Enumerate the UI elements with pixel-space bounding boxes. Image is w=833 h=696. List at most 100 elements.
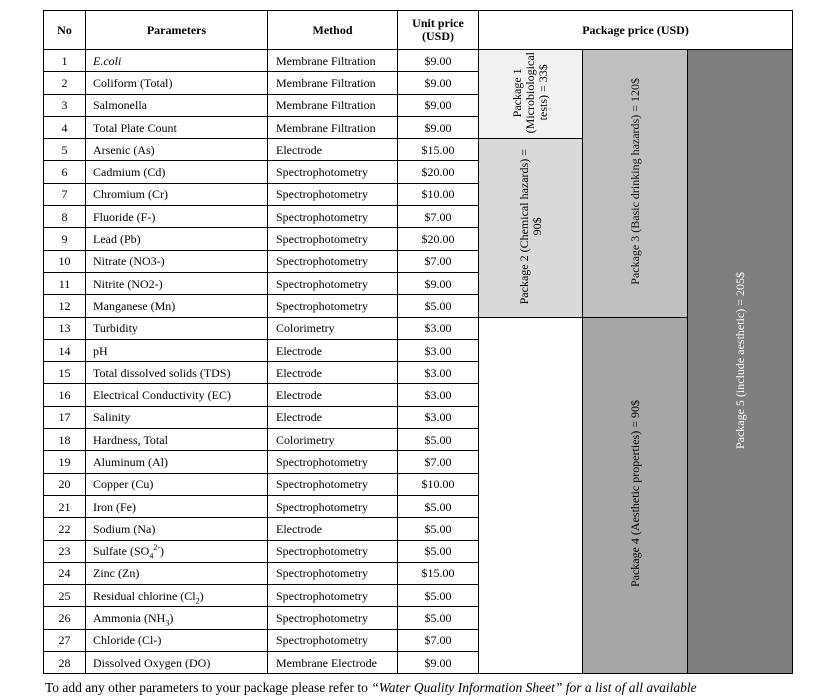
package-4-cell-label-line: Package 4 (Aesthetic properties) = 90$ (627, 400, 642, 588)
table-row: 27 Chloride (Cl-) Spectrophotometry $7.00 (43, 628, 793, 653)
method-cell: Spectrophotometry (267, 472, 398, 496)
parameter-subscript: 4 (149, 551, 154, 561)
unit-price-cell: $5.00 (397, 294, 479, 318)
unit-price-cell: $9.00 (397, 48, 479, 73)
unit-price-cell: $7.00 (397, 249, 479, 273)
parameter-cell: Sulfate (SO42-) (85, 539, 268, 563)
unit-price-cell: $15.00 (397, 138, 479, 162)
row-number: 5 (43, 138, 86, 162)
parameter-subscript: 3 (165, 618, 170, 628)
package-2-cell-label-line: Package 2 (Chemical hazards) = (516, 148, 531, 305)
parameter-name: Sodium (Na) (93, 521, 156, 536)
header-package-price: Package price (USD) (477, 10, 794, 50)
method-cell: Electrode (267, 138, 398, 162)
method-cell: Spectrophotometry (267, 628, 398, 653)
parameter-cell: Cadmium (Cd) (85, 160, 268, 184)
parameter-name: Turbidity (93, 321, 138, 336)
unit-price-cell: $3.00 (397, 383, 479, 407)
row-number: 18 (43, 428, 86, 452)
unit-price-cell: $15.00 (397, 561, 479, 586)
method-cell: Colorimetry (267, 428, 398, 452)
header-parameters: Parameters (85, 10, 268, 50)
unit-price-cell: $20.00 (397, 160, 479, 184)
parameter-cell: Copper (Cu) (85, 472, 268, 496)
unit-price-cell: $3.00 (397, 405, 479, 430)
method-cell: Membrane Filtration (267, 93, 398, 117)
row-number: 25 (43, 584, 86, 608)
row-number: 13 (43, 316, 86, 340)
package-3-cell-label: Package 3 (Basic drinking hazards) = 120… (628, 78, 642, 285)
method-cell: Electrode (267, 517, 398, 541)
table-row: 16 Electrical Conductivity (EC) Electrode $… (43, 383, 793, 407)
table-row: 23 Sulfate (SO42-) Spectrophotometry $5.00 (43, 539, 793, 563)
unit-price-cell: $3.00 (397, 361, 479, 385)
parameter-cell: Chromium (Cr) (85, 182, 268, 207)
row-number: 9 (43, 227, 86, 251)
row-number: 28 (43, 651, 86, 675)
parameter-cell: Sodium (Na) (85, 517, 268, 541)
parameter-cell: Iron (Fe) (85, 494, 268, 519)
parameter-name: Residual chlorine (Cl (93, 588, 196, 603)
empty-package-cell (478, 316, 583, 675)
method-cell: Membrane Filtration (267, 48, 398, 73)
method-cell: Spectrophotometry (267, 606, 398, 630)
unit-price-cell: $10.00 (397, 472, 479, 496)
method-cell: Membrane Filtration (267, 115, 398, 140)
parameter-cell: Arsenic (As) (85, 138, 268, 162)
method-cell: Spectrophotometry (267, 271, 398, 296)
parameter-cell: Dissolved Oxygen (DO) (85, 651, 268, 675)
unit-price-cell: $7.00 (397, 205, 479, 229)
footnote-reference: “Water Quality Information Sheet” for a … (371, 680, 697, 695)
table-row: 22 Sodium (Na) Electrode $5.00 (43, 517, 793, 541)
row-number: 24 (43, 561, 86, 586)
parameter-name: Salmonella (93, 98, 147, 113)
row-number: 7 (43, 182, 86, 207)
footnote-prefix: To add any other parameters to your pack… (45, 680, 372, 695)
table-row: 21 Iron (Fe) Spectrophotometry $5.00 (43, 494, 793, 519)
parameter-subscript: 2 (195, 596, 200, 606)
method-cell: Electrode (267, 383, 398, 407)
parameter-cell: Turbidity (85, 316, 268, 340)
parameter-cell: Salinity (85, 405, 268, 430)
parameter-name: Zinc (Zn) (93, 566, 140, 581)
method-cell: Membrane Electrode (267, 651, 398, 675)
package-4-cell-label: Package 4 (Aesthetic properties) = 90$ (627, 400, 642, 588)
parameter-superscript: 2- (153, 543, 160, 553)
unit-price-cell: $5.00 (397, 517, 479, 541)
parameter-name: Dissolved Oxygen (DO) (93, 655, 211, 670)
price-table: No Parameters Method Unit price (USD) Pa… (43, 10, 794, 675)
method-cell: Spectrophotometry (267, 539, 398, 563)
row-number: 12 (43, 294, 86, 318)
parameter-name: Nitrate (NO3-) (93, 254, 165, 269)
table-row: 24 Zinc (Zn) Spectrophotometry $15.00 (43, 561, 793, 586)
row-number: 2 (43, 71, 86, 95)
package-5-cell-label: Package 5 (include aesthetic) = 205$ (733, 272, 747, 449)
unit-price-cell: $3.00 (397, 316, 479, 340)
row-number: 1 (43, 48, 86, 73)
package-1-cell-label: Package 1 (Microbiological tests) = 33$ (510, 51, 550, 134)
row-number: 19 (43, 450, 86, 474)
row-number: 22 (43, 517, 86, 541)
parameter-name: Cadmium (Cd) (93, 165, 166, 180)
row-number: 10 (43, 249, 86, 273)
parameter-cell: Fluoride (F-) (85, 205, 268, 229)
table-row: 6 Cadmium (Cd) Spectrophotometry $20.00 (43, 160, 793, 184)
parameter-name: Sulfate (SO (93, 544, 150, 559)
package-1-cell-label-line: (Microbiological (523, 51, 537, 134)
parameter-name: Salinity (93, 410, 131, 425)
parameter-cell: Lead (Pb) (85, 227, 268, 251)
parameter-tail: ) (169, 611, 174, 626)
row-number: 4 (43, 115, 86, 140)
parameter-cell: Manganese (Mn) (85, 294, 268, 318)
header-unit-price-line1: Unit price (412, 16, 464, 30)
header-no: No (43, 10, 86, 50)
parameter-cell: Nitrite (NO2-) (85, 271, 268, 296)
package-1-cell-label-line: tests) = 33$ (536, 64, 550, 121)
table-row: 17 Salinity Electrode $3.00 (43, 405, 793, 430)
method-cell: Membrane Filtration (267, 71, 398, 95)
row-number: 8 (43, 205, 86, 229)
parameter-cell: Ammonia (NH3) (85, 606, 268, 630)
row-number: 27 (43, 628, 86, 653)
unit-price-cell: $3.00 (397, 338, 479, 363)
method-cell: Spectrophotometry (267, 294, 398, 318)
